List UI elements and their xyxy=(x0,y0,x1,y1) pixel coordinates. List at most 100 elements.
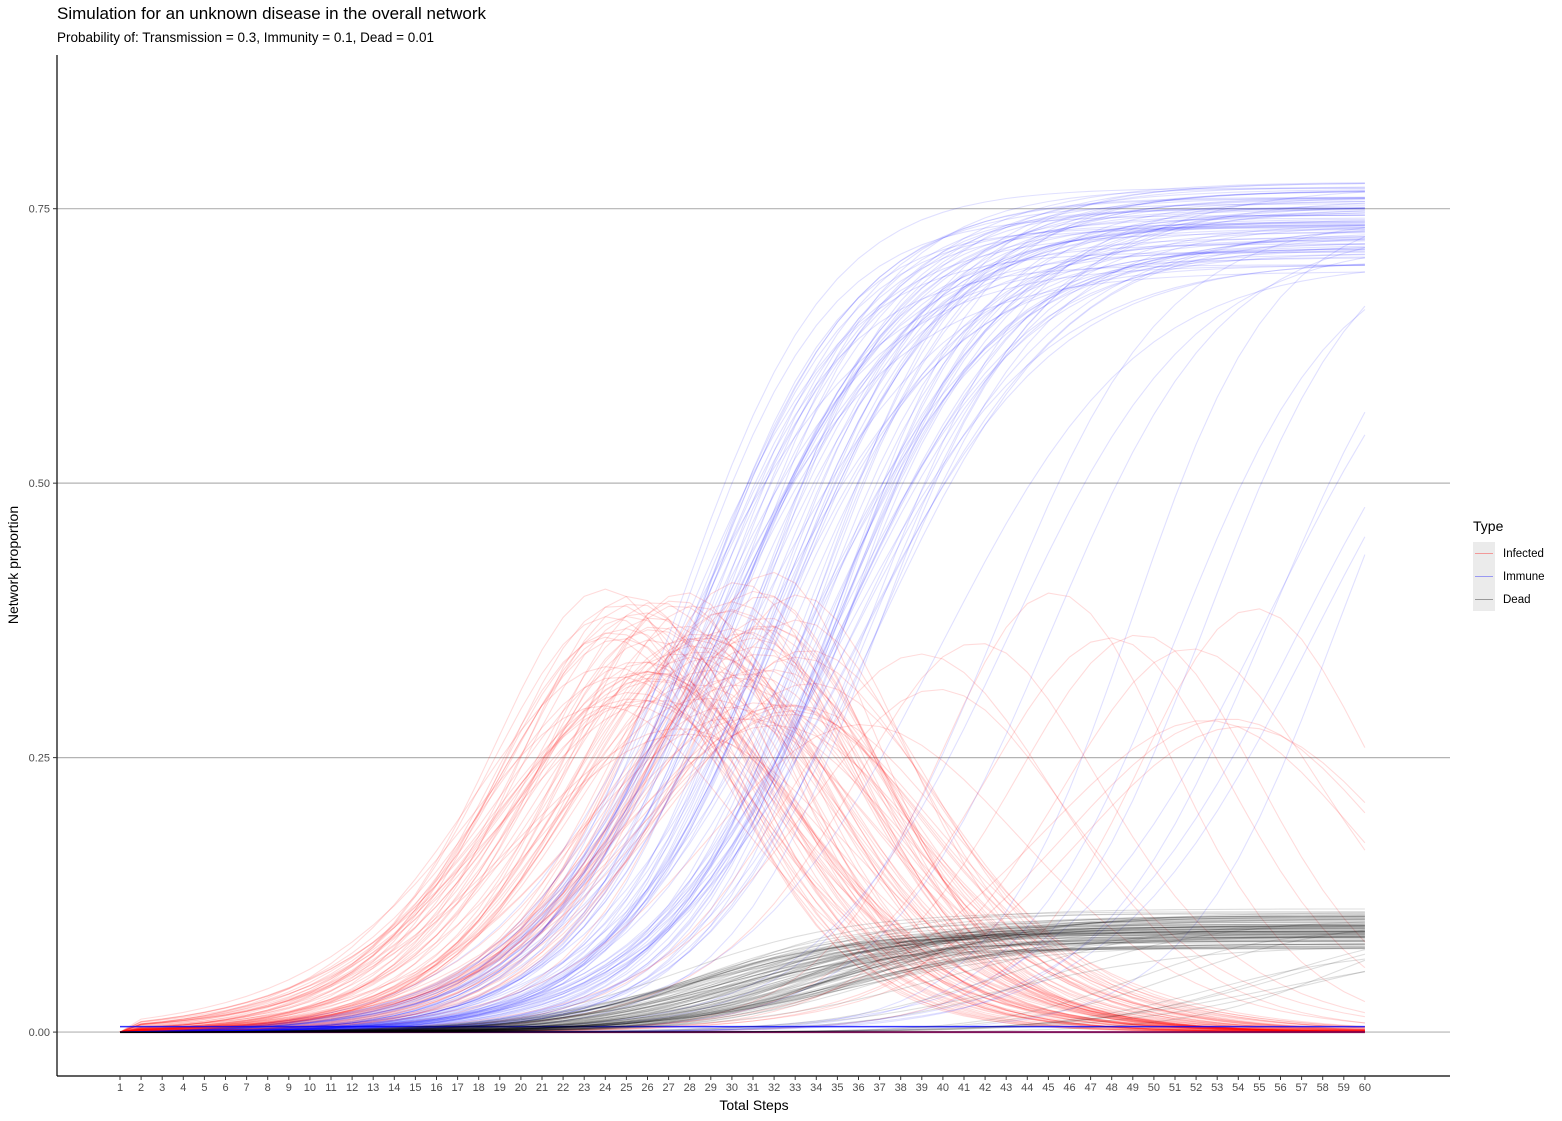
x-tick-label: 11 xyxy=(325,1082,336,1094)
dead-series-line xyxy=(120,936,1365,1033)
dead-series-line xyxy=(119,940,1365,1033)
x-tick-label: 35 xyxy=(831,1082,843,1094)
infected-series-line xyxy=(119,582,1365,1033)
infected-series-line xyxy=(119,723,1365,1033)
dead-series-line xyxy=(120,933,1365,1033)
immune-series-line xyxy=(119,247,1365,1033)
immune-series-line xyxy=(119,182,1365,1033)
immune-series-line xyxy=(119,232,1365,1033)
immune-series-line xyxy=(119,186,1365,1033)
infected-series-line xyxy=(119,590,1365,1033)
dead-series-line xyxy=(120,947,1365,1033)
immune-series-line xyxy=(119,210,1365,1033)
x-tick-label: 56 xyxy=(1274,1082,1286,1094)
infected-series-line xyxy=(119,632,1365,1033)
infected-series-line xyxy=(119,605,1365,1033)
x-tick-label: 28 xyxy=(684,1082,696,1094)
chart-subtitle: Probability of: Transmission = 0.3, Immu… xyxy=(57,30,435,45)
x-tick-label: 52 xyxy=(1190,1082,1202,1094)
x-tick-label: 33 xyxy=(789,1082,801,1094)
dead-series-line xyxy=(119,923,1365,1033)
x-tick-label: 60 xyxy=(1359,1082,1371,1094)
immune-series-line xyxy=(120,254,1365,1033)
dead-series-line xyxy=(120,918,1365,1033)
dead-series-line xyxy=(120,921,1365,1033)
immune-series-line xyxy=(120,247,1366,1033)
y-axis-title: Network proportion xyxy=(5,506,21,624)
x-tick-label: 19 xyxy=(494,1082,506,1094)
x-tick-label: 13 xyxy=(367,1082,379,1094)
legend-key-infected xyxy=(1473,542,1495,565)
dead-series-line xyxy=(120,912,1365,1033)
dead-series-line xyxy=(119,927,1365,1033)
infected-series-line xyxy=(119,588,1365,1033)
immune-series-line xyxy=(120,239,1365,1033)
dead-series-line xyxy=(120,937,1365,1033)
infected-series-line xyxy=(119,639,1365,1033)
dead-series-line xyxy=(120,946,1365,1033)
x-tick-label: 5 xyxy=(201,1082,207,1094)
dead-series-line xyxy=(119,926,1365,1033)
immune-series-line xyxy=(119,264,1365,1033)
dead-series-line xyxy=(120,959,1366,1033)
immune-series-line xyxy=(119,263,1365,1033)
immune-series-line xyxy=(120,257,1366,1033)
dead-series-line xyxy=(120,936,1365,1033)
immune-series-line xyxy=(119,214,1365,1033)
immune-series-line xyxy=(119,199,1365,1033)
infected-series-line xyxy=(119,637,1365,1033)
dead-series-line xyxy=(120,918,1365,1033)
x-tick-label: 17 xyxy=(451,1082,463,1094)
dead-series-line xyxy=(120,925,1365,1033)
infected-series-line xyxy=(119,684,1365,1033)
dead-series-line xyxy=(120,912,1365,1033)
infected-series-line xyxy=(119,656,1365,1033)
dead-series-line xyxy=(120,939,1365,1033)
infected-series-line xyxy=(119,706,1365,1033)
immune-series-line xyxy=(119,224,1365,1033)
dead-series-line xyxy=(120,932,1365,1033)
infected-series-line xyxy=(119,704,1365,1033)
infected-series-line xyxy=(119,669,1365,1033)
dead-series-line xyxy=(119,931,1365,1033)
x-tick-label: 53 xyxy=(1211,1082,1223,1094)
infected-series-line xyxy=(119,592,1365,1033)
x-tick-label: 55 xyxy=(1253,1082,1265,1094)
immune-series-line xyxy=(119,200,1365,1033)
dead-series-line xyxy=(119,911,1365,1033)
x-tick-label: 48 xyxy=(1106,1082,1118,1094)
x-tick-label: 2 xyxy=(138,1082,144,1094)
infected-series-line xyxy=(119,688,1365,1033)
infected-series-line xyxy=(119,697,1365,1033)
infected-series-line xyxy=(119,702,1365,1033)
dead-series-line xyxy=(120,913,1365,1033)
immune-series-line xyxy=(120,210,1365,1033)
immune-series-line xyxy=(119,207,1365,1033)
x-tick-label: 6 xyxy=(222,1082,228,1094)
immune-series-line xyxy=(119,189,1365,1033)
infected-series-line xyxy=(119,666,1365,1033)
immune-series-group xyxy=(119,182,1366,1033)
immune-series-line xyxy=(119,187,1365,1033)
infected-series-line xyxy=(119,615,1365,1033)
dead-series-line xyxy=(120,925,1365,1033)
infected-series-line xyxy=(119,571,1365,1033)
immune-series-line xyxy=(119,263,1365,1033)
infected-series-line xyxy=(119,680,1365,1033)
infected-series-line xyxy=(119,728,1365,1033)
immune-series-line xyxy=(120,205,1365,1033)
infected-series-line xyxy=(119,704,1365,1033)
x-tick-label: 50 xyxy=(1148,1082,1160,1094)
dead-series-line xyxy=(120,940,1365,1033)
immune-series-line xyxy=(120,411,1366,1033)
dead-series-line xyxy=(120,947,1365,1033)
infected-series-line xyxy=(119,626,1365,1033)
immune-series-line xyxy=(120,218,1365,1033)
immune-series-line xyxy=(119,191,1365,1033)
immune-series-line xyxy=(119,214,1365,1033)
immune-series-line xyxy=(119,243,1365,1033)
dead-series-line xyxy=(120,938,1365,1033)
immune-series-line xyxy=(119,231,1365,1033)
immune-series-line xyxy=(119,223,1365,1033)
infected-series-line xyxy=(119,627,1365,1033)
